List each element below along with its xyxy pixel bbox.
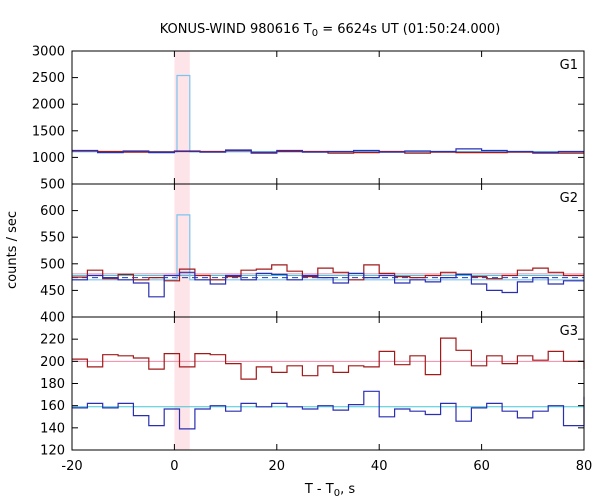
- series-g1-blue: [72, 148, 584, 154]
- series-g3-blue: [72, 390, 585, 430]
- y-tick-label: 160: [40, 399, 65, 414]
- x-tick-label: -20: [61, 459, 82, 474]
- panel-g3: 120 140 160 180 200 220 G3: [40, 316, 585, 459]
- series-g2-light: [72, 214, 584, 281]
- panel-label-g3: G3: [560, 324, 578, 339]
- series-g2-blue: [72, 271, 584, 298]
- y-tick-label: 120: [40, 444, 65, 459]
- x-axis-title: T - T0, s: [304, 482, 355, 499]
- x-tick-label: 20: [269, 459, 286, 474]
- y-tick-label: 500: [40, 257, 65, 272]
- y-tick-label: 400: [40, 311, 65, 326]
- y-tick-label: 1500: [32, 124, 65, 139]
- y-axis-title: counts / sec: [5, 211, 20, 289]
- panel-g1: 500 1000 1500 2000 2500 3000 G1: [32, 45, 585, 193]
- y-tick-label: 140: [40, 421, 65, 436]
- series-g1-light: [72, 74, 584, 153]
- x-tick-label: 0: [170, 459, 178, 474]
- y-tick-label: 500: [40, 178, 65, 193]
- plot-area: 50010001500200025003000G1400450500550600…: [32, 45, 592, 475]
- y-tick-label: 220: [40, 333, 65, 348]
- y-tick-label: 3000: [32, 45, 65, 60]
- x-tick-label: 60: [473, 459, 490, 474]
- panel-frame-g3: [71, 316, 585, 451]
- y-tick-label: 2000: [32, 98, 65, 113]
- y-tick-label: 450: [40, 284, 65, 299]
- y-tick-label: 180: [40, 377, 65, 392]
- y-tick-label: 550: [40, 231, 65, 246]
- x-tick-label: 80: [576, 459, 593, 474]
- panel-label-g1: G1: [560, 58, 578, 73]
- y-tick-label: 2500: [32, 71, 65, 86]
- panel-frame-g1: [71, 50, 585, 185]
- chart-title: KONUS-WIND 980616 T0 = 6624s UT (01:50:2…: [160, 22, 501, 39]
- panel-g2: 400 450 500 550 600 G2: [40, 183, 585, 326]
- series-g3-red: [72, 337, 585, 380]
- series-g2-red: [72, 264, 584, 282]
- x-tick-label: 40: [371, 459, 388, 474]
- panel-label-g2: G2: [560, 191, 578, 206]
- y-tick-label: 200: [40, 355, 65, 370]
- y-tick-label: 1000: [32, 151, 65, 166]
- y-tick-label: 600: [40, 204, 65, 219]
